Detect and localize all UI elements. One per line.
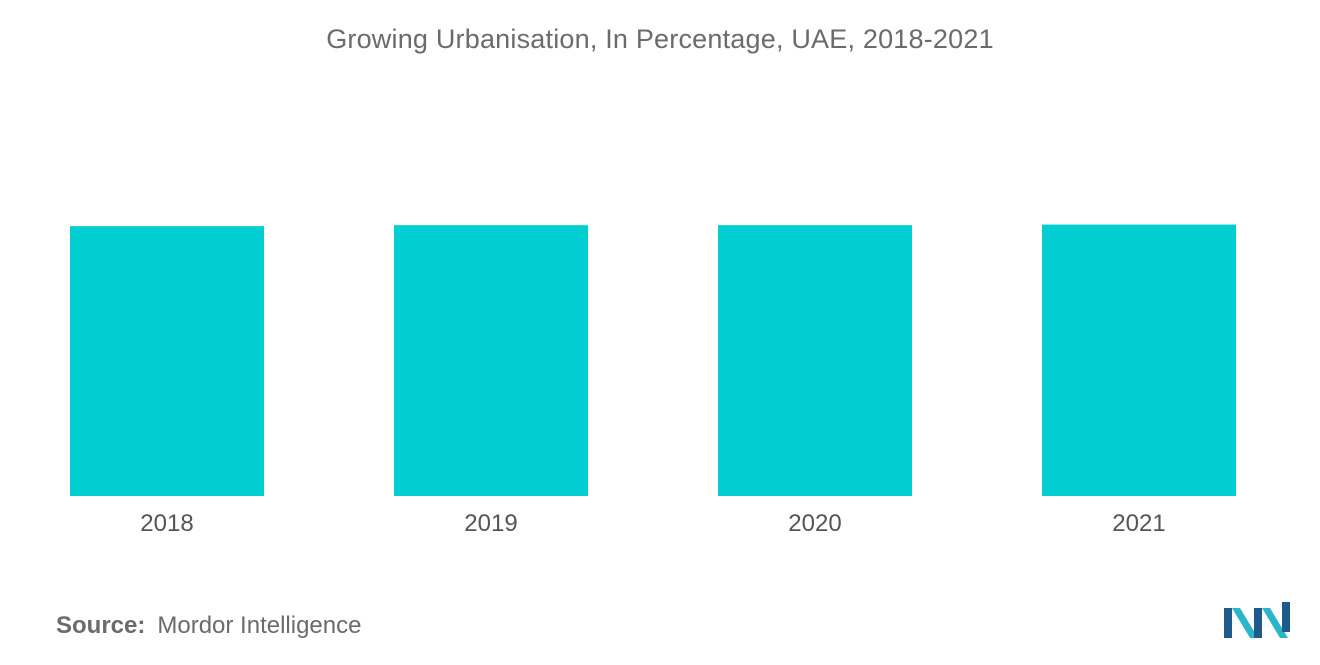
logo-right-stroke	[1282, 602, 1290, 632]
bar-2018	[70, 226, 264, 496]
source-note: Source: Mordor Intelligence	[56, 612, 361, 640]
mordor-intelligence-logo-icon	[1224, 602, 1290, 638]
logo-left-stroke	[1224, 608, 1232, 638]
bar-chart: 2018 2019 2020 2021	[70, 224, 1236, 537]
logo-diagonal-2	[1262, 608, 1288, 638]
x-axis-tick-labels: 2018 2019 2020 2021	[140, 510, 1165, 537]
x-tick-label-2020: 2020	[788, 510, 841, 537]
logo-diagonal-1	[1232, 608, 1258, 638]
bar-2021	[1042, 224, 1236, 496]
chart-title: Growing Urbanisation, In Percentage, UAE…	[326, 24, 994, 54]
bars-group	[70, 224, 1236, 496]
source-text: Mordor Intelligence	[157, 612, 362, 639]
bar-2020	[718, 225, 912, 496]
x-tick-label-2019: 2019	[464, 510, 517, 537]
logo-mid-stroke	[1254, 608, 1262, 638]
source-label: Source:	[56, 612, 146, 639]
x-tick-label-2018: 2018	[140, 510, 193, 537]
x-tick-label-2021: 2021	[1112, 510, 1165, 537]
bar-2019	[394, 225, 588, 496]
